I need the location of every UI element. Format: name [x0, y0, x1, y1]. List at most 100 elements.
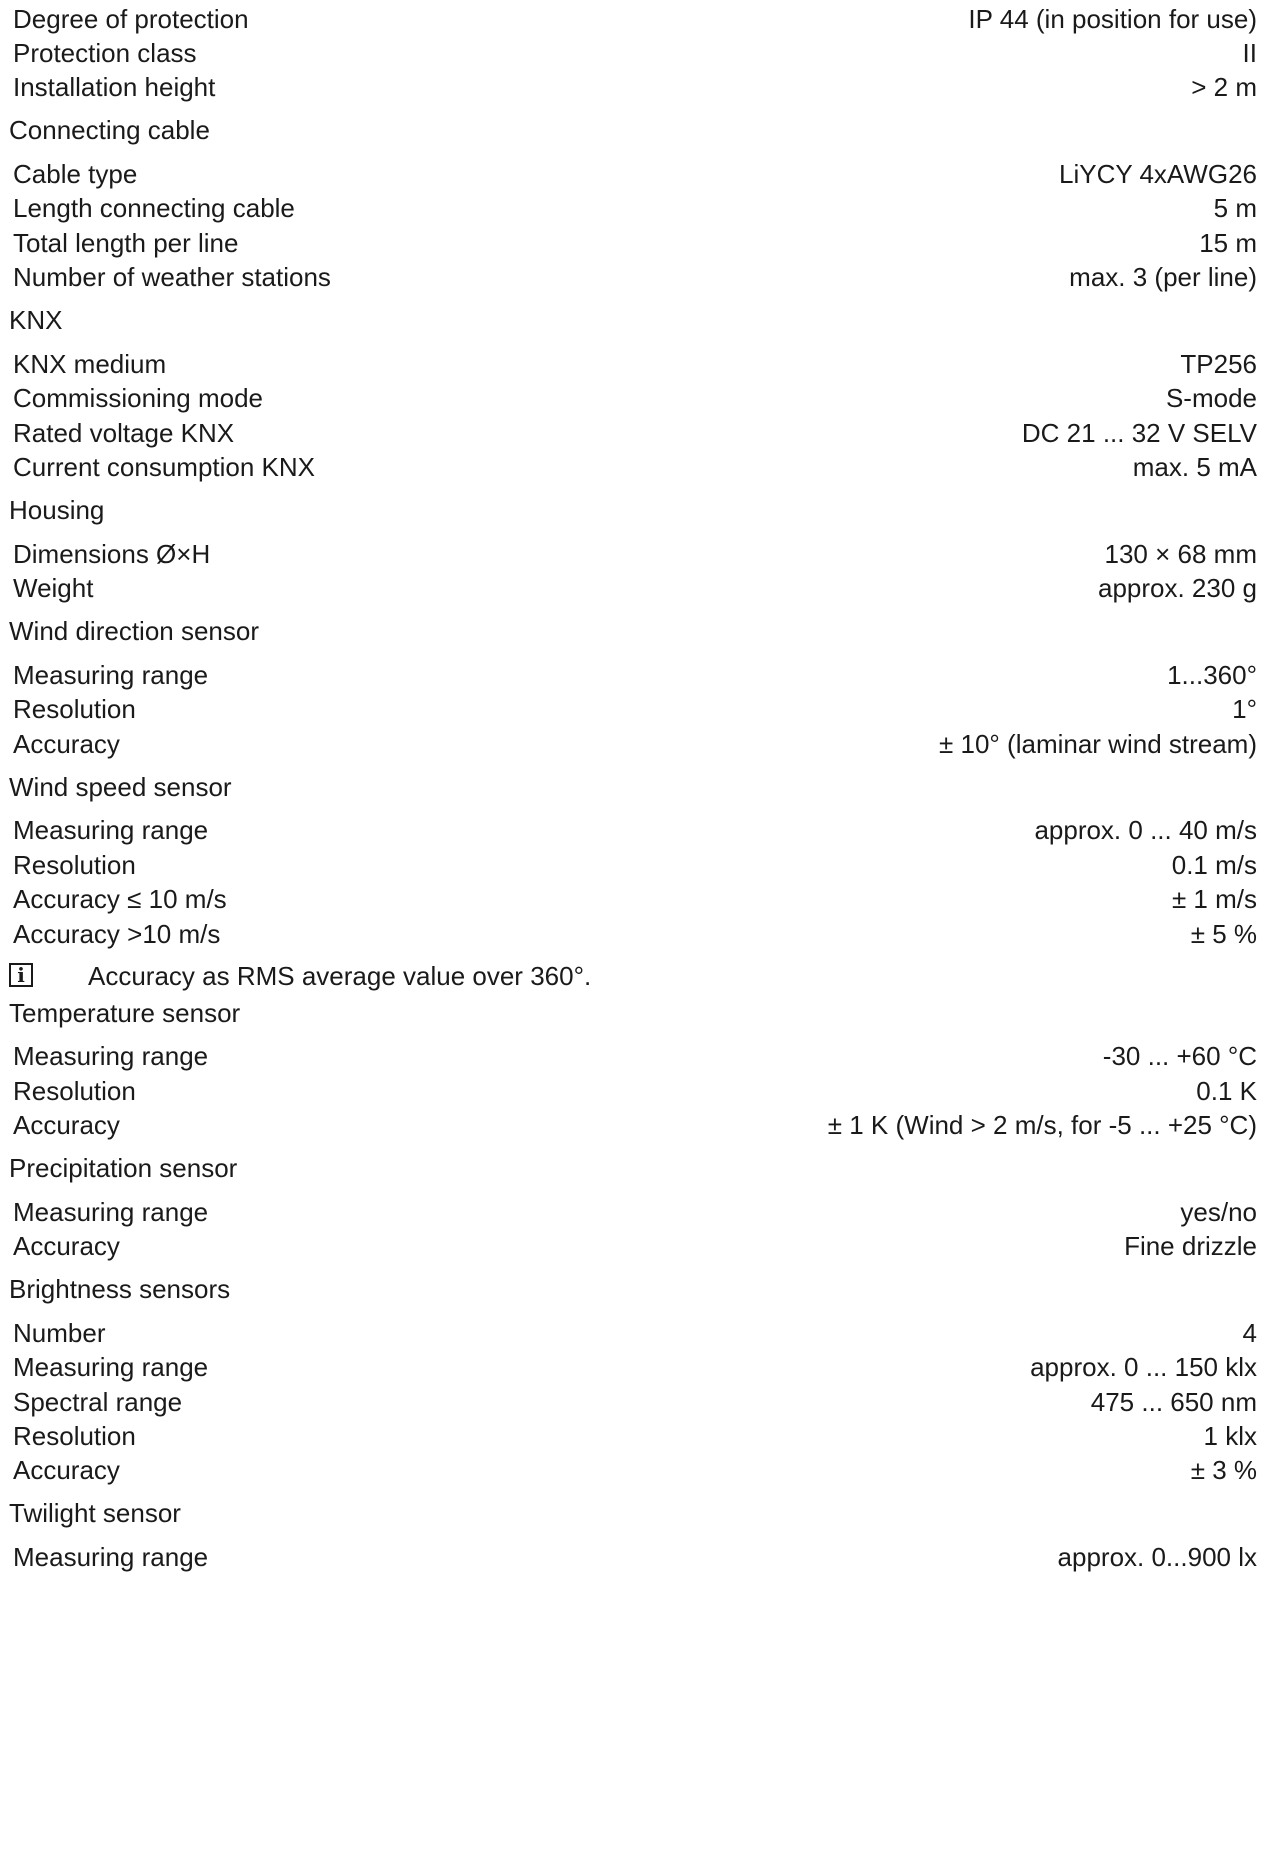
spec-row-weight: Weight approx. 230 g: [13, 571, 1257, 605]
section-heading-wind-direction-sensor: Wind direction sensor: [9, 616, 259, 646]
section-heading-precipitation-sensor: Precipitation sensor: [9, 1153, 238, 1183]
spec-value: II: [1242, 38, 1257, 68]
spec-row-measuring-range: Measuring range -30 ... +60 °C: [13, 1039, 1257, 1073]
spec-row-rated-voltage-knx: Rated voltage KNX DC 21 ... 32 V SELV: [13, 416, 1257, 450]
spec-label: Current consumption KNX: [13, 452, 316, 482]
spec-value: 0.1 K: [1196, 1076, 1257, 1106]
spec-label: Degree of protection: [13, 4, 249, 34]
spec-value: 5 m: [1213, 193, 1257, 223]
section-heading-housing: Housing: [9, 495, 105, 525]
spec-value: ± 5 %: [1190, 919, 1257, 949]
section-heading-temperature-sensor: Temperature sensor: [9, 998, 241, 1028]
spec-row-current-consumption-knx: Current consumption KNX max. 5 mA: [13, 450, 1257, 484]
info-icon: i: [9, 963, 33, 987]
spec-row-cable-type: Cable type LiYCY 4xAWG26: [13, 157, 1257, 191]
spec-value: 15 m: [1199, 228, 1257, 258]
spec-value: DC 21 ... 32 V SELV: [1021, 418, 1257, 448]
spec-value: 1°: [1232, 694, 1257, 724]
spec-row-accuracy: Accuracy ± 3 %: [13, 1453, 1257, 1487]
spec-label: Accuracy ≤ 10 m/s: [13, 884, 227, 914]
spec-row-measuring-range: Measuring range yes/no: [13, 1195, 1257, 1229]
spec-label: Measuring range: [13, 660, 209, 690]
spec-value: approx. 0...900 lx: [1057, 1542, 1257, 1572]
spec-row-protection-class: Protection class II: [13, 36, 1257, 70]
spec-label: Measuring range: [13, 1041, 209, 1071]
spec-label: Length connecting cable: [13, 193, 295, 223]
spec-value: LiYCY 4xAWG26: [1059, 159, 1257, 189]
spec-value: ± 1 m/s: [1171, 884, 1257, 914]
spec-label: Installation height: [13, 72, 216, 102]
section-heading-knx: KNX: [9, 305, 63, 335]
spec-row-measuring-range: Measuring range approx. 0 ... 150 klx: [13, 1350, 1257, 1384]
spec-row-dimensions-h: Dimensions Ø×H 130 × 68 mm: [13, 537, 1257, 571]
spec-row-total-length-per-line: Total length per line 15 m: [13, 226, 1257, 260]
section-heading-wind-speed-sensor: Wind speed sensor: [9, 772, 232, 802]
spec-row-measuring-range: Measuring range 1...360°: [13, 658, 1257, 692]
spec-label: Accuracy: [13, 1110, 120, 1140]
spec-label: Measuring range: [13, 1197, 209, 1227]
spec-label: Protection class: [13, 38, 197, 68]
spec-value: 1...360°: [1167, 660, 1257, 690]
spec-label: Number of weather stations: [13, 262, 331, 292]
spec-label: KNX medium: [13, 349, 167, 379]
spec-label: Total length per line: [13, 228, 239, 258]
spec-row-resolution: Resolution 1°: [13, 692, 1257, 726]
spec-row-knx-medium: KNX medium TP256: [13, 347, 1257, 381]
spec-row-accuracy-10-m-s: Accuracy >10 m/s ± 5 %: [13, 917, 1257, 951]
spec-value: ± 3 %: [1190, 1455, 1257, 1485]
spec-label: Measuring range: [13, 815, 209, 845]
spec-value: approx. 0 ... 40 m/s: [1034, 815, 1257, 845]
spec-label: Accuracy: [13, 1455, 120, 1485]
spec-value: Fine drizzle: [1124, 1231, 1257, 1261]
spec-row-commissioning-mode: Commissioning mode S-mode: [13, 381, 1257, 415]
spec-row-measuring-range: Measuring range approx. 0 ... 40 m/s: [13, 813, 1257, 847]
spec-row-accuracy-10-m-s: Accuracy ≤ 10 m/s ± 1 m/s: [13, 882, 1257, 916]
spec-label: Measuring range: [13, 1542, 209, 1572]
spec-value: 130 × 68 mm: [1104, 539, 1257, 569]
spec-row-spectral-range: Spectral range 475 ... 650 nm: [13, 1385, 1257, 1419]
section-heading-connecting-cable: Connecting cable: [9, 115, 210, 145]
spec-value: max. 3 (per line): [1069, 262, 1257, 292]
spec-value: ± 1 K (Wind > 2 m/s, for -5 ... +25 °C): [827, 1110, 1257, 1140]
spec-label: Number: [13, 1318, 106, 1348]
spec-label: Rated voltage KNX: [13, 418, 235, 448]
spec-label: Measuring range: [13, 1352, 209, 1382]
spec-value: ± 10° (laminar wind stream): [939, 729, 1257, 759]
spec-row-number-of-weather-stations: Number of weather stations max. 3 (per li…: [13, 260, 1257, 294]
spec-row-resolution: Resolution 0.1 m/s: [13, 848, 1257, 882]
note-text: Accuracy as RMS average value over 360°.: [88, 961, 592, 991]
spec-value: yes/no: [1180, 1197, 1257, 1227]
spec-value: -30 ... +60 °C: [1102, 1041, 1257, 1071]
section-heading-twilight-sensor: Twilight sensor: [9, 1498, 181, 1528]
spec-label: Accuracy: [13, 729, 120, 759]
spec-label: Accuracy >10 m/s: [13, 919, 221, 949]
spec-value: IP 44 (in position for use): [968, 4, 1257, 34]
spec-value: > 2 m: [1191, 72, 1257, 102]
spec-value: approx. 0 ... 150 klx: [1030, 1352, 1257, 1382]
spec-row-number: Number 4: [13, 1316, 1257, 1350]
spec-row-length-connecting-cable: Length connecting cable 5 m: [13, 191, 1257, 225]
spec-label: Resolution: [13, 1421, 136, 1451]
spec-value: TP256: [1180, 349, 1257, 379]
spec-label: Cable type: [13, 159, 138, 189]
spec-label: Resolution: [13, 850, 136, 880]
spec-label: Resolution: [13, 694, 136, 724]
spec-label: Accuracy: [13, 1231, 120, 1261]
spec-value: 4: [1242, 1318, 1257, 1348]
spec-row-accuracy: Accuracy ± 10° (laminar wind stream): [13, 727, 1257, 761]
spec-label: Resolution: [13, 1076, 136, 1106]
spec-row-resolution: Resolution 1 klx: [13, 1419, 1257, 1453]
spec-row-accuracy: Accuracy Fine drizzle: [13, 1229, 1257, 1263]
spec-value: 1 klx: [1203, 1421, 1257, 1451]
spec-row-degree-of-protection: Degree of protection IP 44 (in position f…: [13, 2, 1257, 36]
spec-value: max. 5 mA: [1132, 452, 1257, 482]
spec-value: approx. 230 g: [1097, 573, 1257, 603]
spec-label: Dimensions Ø×H: [13, 539, 211, 569]
spec-label: Weight: [13, 573, 94, 603]
spec-label: Spectral range: [13, 1387, 183, 1417]
spec-row-accuracy: Accuracy ± 1 K (Wind > 2 m/s, for -5 ... …: [13, 1108, 1257, 1142]
spec-value: 0.1 m/s: [1171, 850, 1257, 880]
spec-label: Commissioning mode: [13, 383, 263, 413]
spec-row-measuring-range: Measuring range approx. 0...900 lx: [13, 1540, 1257, 1574]
spec-row-installation-height: Installation height > 2 m: [13, 70, 1257, 104]
